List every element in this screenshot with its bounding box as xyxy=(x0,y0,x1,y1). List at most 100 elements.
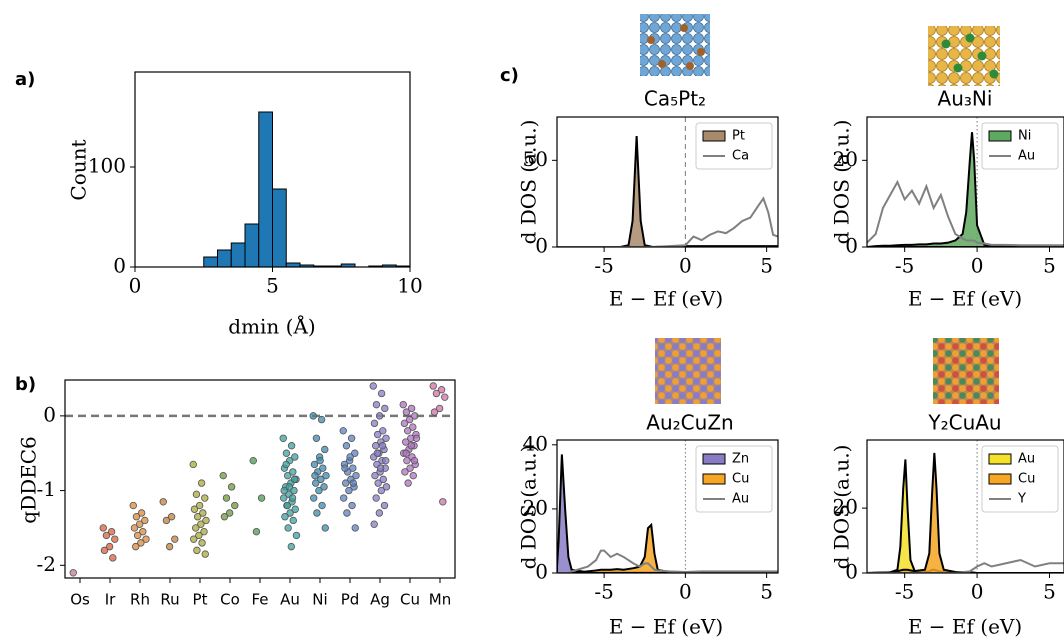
legend-label: Au xyxy=(1018,149,1035,164)
x-tick-label: Rh xyxy=(130,591,150,609)
structure-y2cuau xyxy=(933,338,999,404)
point xyxy=(377,486,386,495)
point xyxy=(372,494,380,502)
point xyxy=(373,449,382,457)
line xyxy=(557,196,778,247)
point xyxy=(317,475,325,484)
point xyxy=(286,509,294,517)
point xyxy=(405,415,414,424)
bar xyxy=(203,256,218,267)
legend-label: Y xyxy=(1017,492,1026,507)
point xyxy=(399,400,407,409)
point xyxy=(290,475,299,484)
point xyxy=(371,471,379,480)
point xyxy=(375,412,384,420)
point xyxy=(401,438,410,446)
point xyxy=(219,471,227,480)
x-tick-label: 0 xyxy=(679,580,692,604)
point xyxy=(289,516,297,525)
x-axis-label: E − Ef (eV) xyxy=(609,287,723,311)
point xyxy=(435,404,444,413)
point xyxy=(202,516,210,525)
point xyxy=(341,464,349,472)
x-tick-label: Cu xyxy=(400,591,420,609)
point xyxy=(430,408,439,416)
legend-label: Zn xyxy=(732,452,749,467)
point xyxy=(402,449,410,457)
point xyxy=(339,427,347,435)
axes-frame xyxy=(866,439,1064,574)
point xyxy=(165,542,174,551)
axes-frame xyxy=(556,116,779,248)
y-tick-label: 0 xyxy=(535,560,548,584)
point xyxy=(282,460,290,469)
point xyxy=(199,509,207,517)
point xyxy=(411,412,419,420)
point xyxy=(315,486,323,495)
x-tick-label: Ni xyxy=(312,591,327,609)
point xyxy=(291,453,299,461)
point xyxy=(192,490,201,499)
point xyxy=(412,434,421,442)
axes-frame xyxy=(64,379,456,579)
point xyxy=(200,527,208,536)
x-tick-label: -5 xyxy=(594,254,613,278)
point xyxy=(130,524,139,532)
point xyxy=(369,382,377,390)
line xyxy=(867,179,1064,247)
y-axis-label: d DOS (a.u.) xyxy=(517,120,541,245)
point xyxy=(317,415,326,424)
point xyxy=(197,479,206,487)
bar xyxy=(272,188,287,267)
structure-au2cuzn xyxy=(655,338,721,404)
point xyxy=(100,546,109,555)
point xyxy=(69,569,77,577)
point xyxy=(99,524,107,532)
point xyxy=(193,546,201,555)
point xyxy=(403,456,411,465)
point xyxy=(321,445,329,454)
point xyxy=(402,408,411,416)
point xyxy=(292,531,301,540)
legend-label: Cu xyxy=(1018,472,1035,487)
legend-label: Ni xyxy=(1018,129,1031,144)
point xyxy=(400,419,409,428)
y-tick-label: 20 xyxy=(833,495,858,519)
point xyxy=(129,501,137,510)
panel-title: Ca₅Pt₂ xyxy=(644,87,706,111)
point xyxy=(190,505,199,513)
point xyxy=(137,539,145,547)
point xyxy=(318,501,326,510)
y-tick-label: 50 xyxy=(523,147,548,171)
point xyxy=(197,520,205,528)
legend-label: Au xyxy=(732,492,749,507)
point xyxy=(410,456,419,465)
panel-label: c) xyxy=(500,65,519,86)
point xyxy=(373,430,382,439)
point xyxy=(370,520,378,528)
point xyxy=(131,542,140,551)
point xyxy=(222,494,231,502)
point xyxy=(343,509,351,517)
point xyxy=(139,527,147,536)
point xyxy=(377,389,386,398)
x-tick-label: 5 xyxy=(760,580,773,604)
point xyxy=(320,483,328,491)
x-tick-label: 5 xyxy=(1043,254,1056,278)
point xyxy=(348,501,356,510)
point xyxy=(379,427,387,435)
point xyxy=(351,524,359,532)
x-axis-label: E − Ef (eV) xyxy=(908,287,1022,311)
point xyxy=(167,513,176,521)
legend-swatch xyxy=(988,453,1012,465)
legend-swatch xyxy=(702,130,726,142)
point xyxy=(311,471,319,480)
y-tick-label: 20 xyxy=(833,147,858,171)
axes-frame xyxy=(866,116,1064,248)
point xyxy=(257,494,266,502)
y-axis-label: d DOS (a.u.) xyxy=(830,120,854,245)
x-axis-label: E − Ef (eV) xyxy=(609,615,723,639)
x-tick-label: -5 xyxy=(895,254,914,278)
point xyxy=(281,513,289,521)
